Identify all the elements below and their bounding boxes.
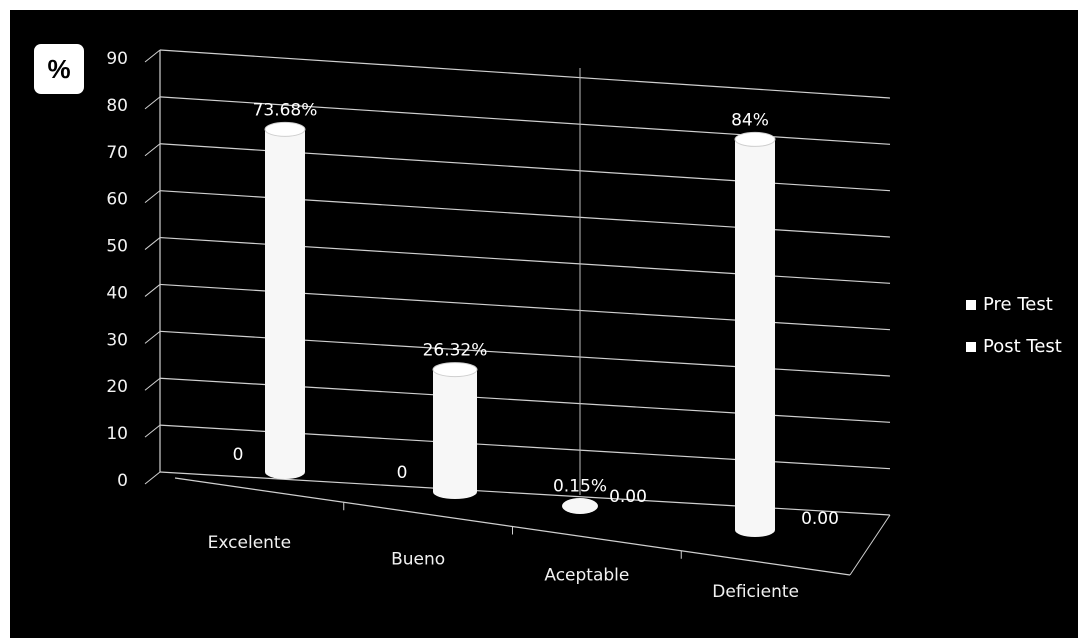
gridline-depth [144,471,161,485]
bar-pre-test [735,139,775,530]
bar-pre-test-base [265,465,305,479]
y-tick-label: 70 [106,143,128,163]
data-label-pre-test: 73.68% [253,100,318,120]
bar-pre-test-top [264,121,306,137]
gridline-depth [144,190,161,204]
gridline-depth [144,377,161,391]
x-category-label: Bueno [391,549,445,569]
gridline-depth [144,49,161,63]
bar-pre-test [562,498,598,514]
data-label-post-test: 0.00 [801,509,839,529]
bar-pre-test-top [734,131,776,147]
gridline-depth [144,284,161,297]
data-label-pre-test: 84% [731,110,769,130]
gridline [159,49,891,99]
legend-swatch [966,342,976,352]
legend-swatch [966,300,976,310]
chart-svg: 0 10 20 30 40 50 60 70 80 90 Excelente Bueno Aceptab… [106,49,1062,602]
gridline-depth [144,143,161,157]
y-tick-label: 40 [106,283,128,303]
y-tick-label: 20 [106,377,128,397]
gridline-depth [144,424,161,438]
bar-pre-test-base [735,523,775,537]
bar-pre-test [265,129,305,472]
bar-pre-test [433,369,477,492]
legend-label: Post Test [983,336,1062,357]
x-category-label: Excelente [208,533,291,553]
y-tick-label: 90 [106,49,128,69]
gridline-depth [144,330,161,344]
y-tick-label: 60 [106,190,128,210]
y-tick-label: 80 [106,96,128,116]
gridline-depth [144,96,161,110]
bar-pre-test-top [432,362,478,378]
gridline [159,471,891,516]
x-category-label: Deficiente [712,582,799,602]
data-label-pre-test: 26.32% [423,341,488,361]
data-label-pre-test: 0.15% [553,476,607,496]
y-tick-label: 50 [106,237,128,257]
y-unit-badge: % [34,44,84,94]
bar-pre-test-base [433,485,477,499]
data-label-post-test: 0 [397,463,408,483]
y-tick-label: 0 [117,471,128,491]
y-tick-label: 30 [106,330,128,350]
gridline-depth [144,237,161,250]
data-label-post-test: 0 [233,445,244,465]
y-tick-label: 10 [106,424,128,444]
data-label-post-test: 0.00 [609,487,647,507]
x-category-label: Aceptable [544,566,629,586]
chart-frame: % 0 10 20 30 40 50 60 70 80 90 Excelente Bueno Acept… [10,10,1078,638]
legend-label: Pre Test [983,294,1053,315]
floor-right-edge [849,514,891,576]
